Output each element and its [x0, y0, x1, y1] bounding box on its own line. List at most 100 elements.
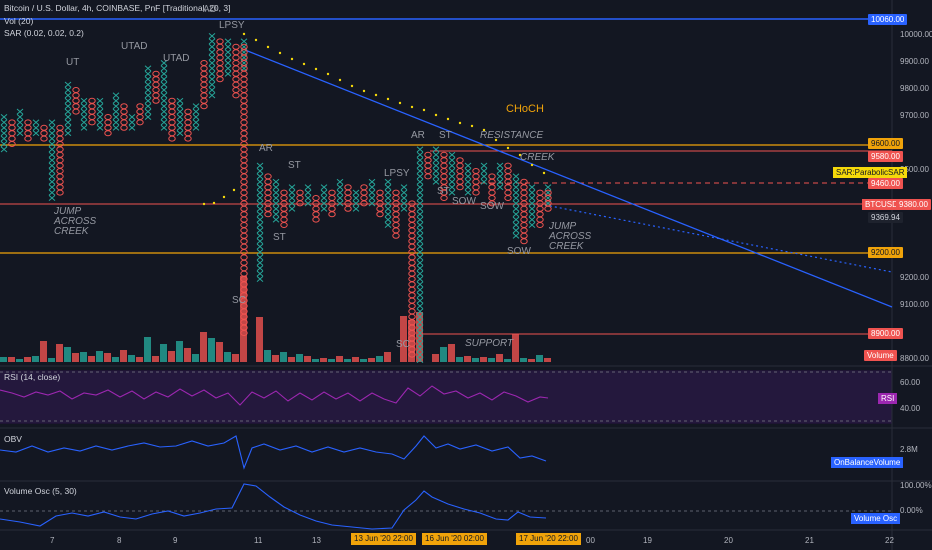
pnf-o-column [8, 119, 16, 147]
pnf-o-column [200, 60, 208, 110]
pnf-x-column [448, 151, 456, 196]
pnf-x-column [32, 119, 40, 137]
sar-dot [374, 93, 378, 97]
price-tag-sar: 9460.00 [868, 178, 903, 189]
price-tick: 9900.00 [900, 57, 929, 66]
volume-bar [56, 344, 63, 362]
rsi-line [0, 385, 549, 406]
volume-bar [72, 353, 79, 362]
trendline-descending [244, 49, 893, 308]
pnf-o-column [184, 108, 192, 142]
volume-bar [512, 334, 519, 362]
pnf-o-column [392, 189, 400, 239]
sar-indicator-title: SAR (0.02, 0.02, 0.2) [4, 28, 84, 38]
volume-bar [32, 356, 39, 362]
volume-bar [384, 352, 391, 362]
volume-bar [304, 356, 311, 362]
price-tick: 9800.00 [900, 84, 929, 93]
sar-dot [398, 101, 402, 105]
pnf-o-column [456, 157, 464, 191]
volume-bar [272, 355, 279, 362]
volume-bar [368, 358, 375, 362]
annotation-ar: AR [411, 130, 425, 141]
rsi-tag: RSI [878, 393, 898, 404]
annotation-sc: SC [396, 339, 410, 350]
pnf-o-column [360, 184, 368, 207]
volume-bar [256, 317, 263, 362]
sar-dot [314, 67, 318, 71]
pnf-x-column [336, 178, 344, 207]
rsi-tick: 40.00 [900, 404, 921, 413]
price-tag-resistance: 9600.00 [868, 138, 903, 149]
pnf-o-column [240, 43, 248, 336]
pnf-o-column [328, 189, 336, 218]
volume-bar [104, 353, 111, 362]
btcusd-tag: BTCUSD [862, 199, 901, 210]
volume-bar [216, 342, 223, 362]
pnf-o-column [312, 195, 320, 223]
volume-bar [0, 357, 7, 362]
pnf-x-column [192, 103, 200, 131]
price-tick: 10000.00 [900, 30, 932, 39]
pnf-x-column [368, 178, 376, 207]
sar-dot [434, 113, 438, 117]
vosc-tick: 0.00% [900, 506, 923, 515]
annotation-ad: AD [203, 4, 217, 15]
pnf-x-column [480, 162, 488, 185]
pnf-o-column [376, 189, 384, 218]
sar-dot [350, 84, 354, 88]
pnf-o-column [280, 189, 288, 228]
volume-bar [352, 357, 359, 362]
sar-dot [446, 117, 450, 121]
sar-dot [290, 57, 294, 61]
time-tick: 8 [117, 536, 122, 545]
annotation-utad: UTAD [163, 53, 190, 64]
sar-dot [278, 51, 282, 55]
pnf-x-column [16, 108, 24, 137]
volume-bar [112, 357, 119, 362]
rsi-band [0, 371, 892, 423]
pnf-o-column [24, 119, 32, 142]
sar-dot [470, 124, 474, 128]
price-tag-top: 10060.00 [868, 14, 908, 25]
annotation-lpsy: LPSY [384, 168, 410, 179]
annotation-sow: SOW [507, 246, 531, 257]
pnf-o-column [520, 178, 528, 245]
pnf-o-column [88, 97, 96, 126]
pnf-o-column [472, 168, 480, 196]
volume-tag: Volume [864, 350, 897, 361]
sar-dot [266, 45, 270, 49]
volume-bar [520, 358, 527, 362]
sar-dot [386, 97, 390, 101]
volume-bar [280, 352, 287, 362]
sar-dot [254, 38, 258, 42]
pnf-o-column [544, 189, 552, 212]
sar-dot [542, 171, 546, 175]
pnf-x-column [112, 92, 120, 131]
volume-bar [152, 356, 159, 362]
volume-bar [496, 354, 503, 362]
volume-bar [336, 356, 343, 362]
time-tick: 11 [254, 536, 263, 545]
volume-osc-line [0, 483, 547, 530]
pnf-x-column [208, 33, 216, 99]
time-tick: 19 [643, 536, 652, 545]
pnf-x-column [160, 60, 168, 131]
rsi-pane-title: RSI (14, close) [4, 372, 61, 382]
annotation-sow: SOW [480, 201, 504, 212]
sar-dot [518, 153, 522, 157]
price-tick: 9200.00 [900, 273, 929, 282]
pnf-o-column [408, 200, 416, 358]
annotation-choch: CHoCH [506, 103, 544, 115]
pnf-o-column [120, 103, 128, 131]
volume-bar [224, 352, 231, 362]
sar-dot [326, 72, 330, 76]
annotation-jump-across-creek: JUMP ACROSS CREEK [54, 206, 97, 237]
pnf-o-column [232, 43, 240, 99]
annotation-ut: UT [66, 57, 80, 68]
volume-indicator-title: Vol (20) [4, 16, 34, 26]
pnf-x-column [304, 184, 312, 207]
price-tick: 9700.00 [900, 111, 929, 120]
time-tick: 13 [312, 536, 321, 545]
